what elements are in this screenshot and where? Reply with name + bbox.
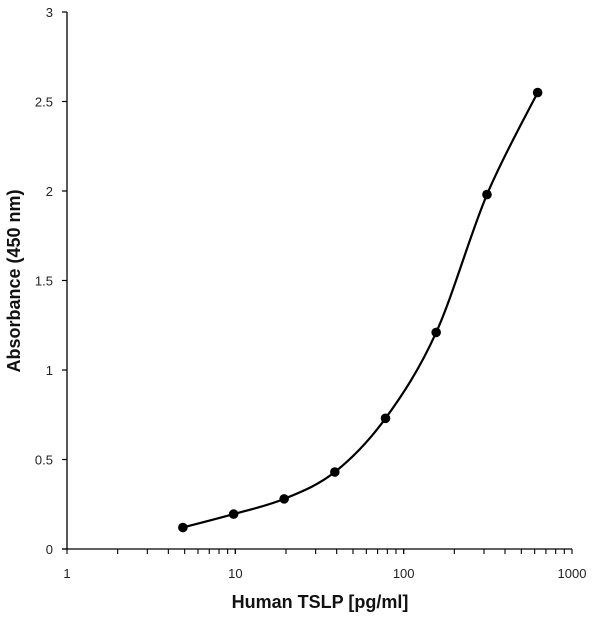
- y-tick-label: 2.5: [35, 95, 53, 110]
- y-tick-label: 2: [46, 184, 53, 199]
- data-point: [431, 327, 441, 338]
- data-points: [178, 87, 543, 533]
- y-axis-label: Absorbance (450 nm): [4, 189, 24, 372]
- y-tick-label: 3: [46, 5, 53, 20]
- y-tick-label: 1.5: [35, 274, 53, 289]
- data-point: [178, 522, 188, 533]
- x-tick-label: 10: [228, 566, 242, 581]
- data-point: [228, 509, 239, 519]
- x-tick-label: 100: [393, 566, 415, 581]
- axes: [62, 11, 573, 554]
- data-point: [330, 467, 340, 477]
- data-point: [482, 189, 492, 200]
- data-point: [532, 87, 543, 98]
- y-tick-label: 0: [46, 542, 53, 557]
- x-axis-label: Human TSLP [pg/ml]: [232, 592, 409, 612]
- series-line: [182, 92, 539, 529]
- x-tick-label: 1000: [558, 566, 587, 581]
- y-tick-label: 1: [46, 363, 53, 378]
- tick-labels: 0 0.5 1 1.5 2 2.5 3 1 10 100 1000: [35, 5, 587, 581]
- data-point: [380, 413, 391, 424]
- y-tick-label: 0.5: [35, 453, 53, 468]
- data-point: [279, 494, 289, 504]
- x-tick-label: 1: [63, 566, 70, 581]
